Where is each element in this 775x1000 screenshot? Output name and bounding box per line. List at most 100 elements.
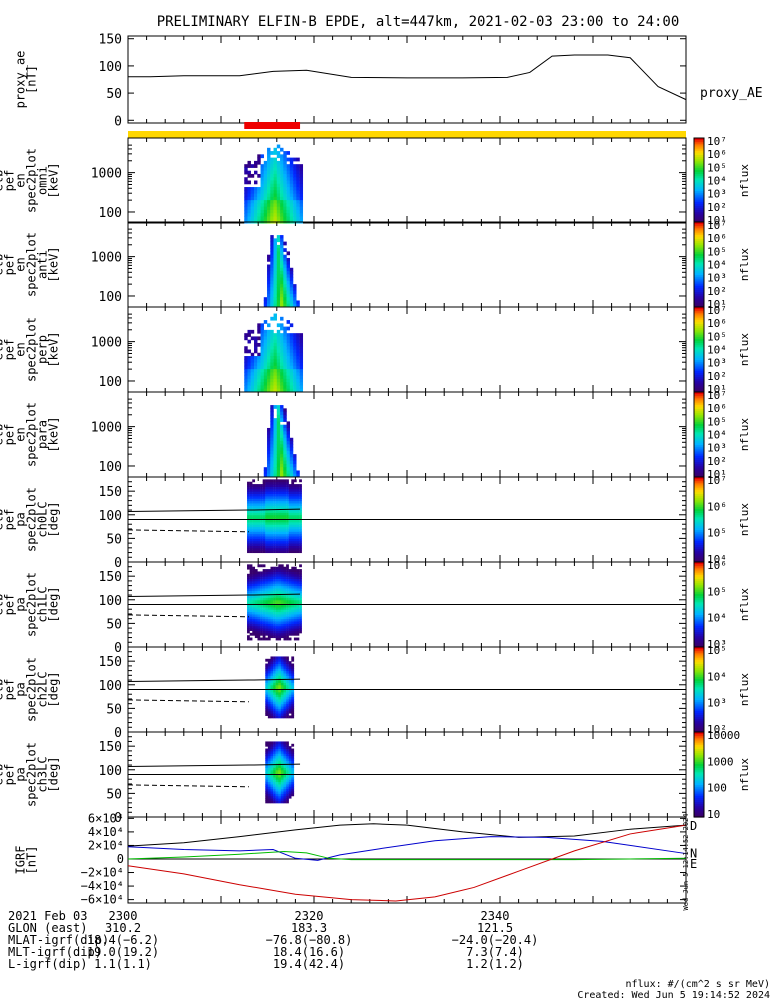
colorbar-segment [694, 404, 704, 408]
spectrogram-cell [280, 505, 284, 509]
spectrogram-cell [254, 587, 258, 591]
spectrogram-cell [273, 287, 277, 292]
spectrogram-cell [283, 772, 287, 775]
spectrogram-cell [267, 682, 271, 686]
spectrogram-cell [262, 606, 266, 610]
spectrogram-cell [280, 271, 284, 275]
spectrogram-cell [293, 632, 297, 636]
spectrogram-cell [280, 571, 284, 575]
spectrogram-cell [270, 566, 274, 570]
spectrogram-cell [280, 689, 284, 693]
spectrogram-cell [299, 599, 302, 603]
spectrogram-cell [262, 595, 266, 598]
spectrogram-cell [299, 369, 304, 373]
spectrogram-cell [270, 251, 274, 256]
spectrogram-cell [257, 157, 261, 162]
spectrogram-cell [280, 597, 284, 601]
spectrogram-cell [252, 566, 256, 570]
spectrogram-cell [260, 583, 263, 587]
spectrogram-cell [273, 248, 277, 252]
spectrogram-cell [254, 550, 258, 554]
spectrogram-cell [288, 587, 292, 591]
spectrogram-cell [257, 495, 261, 499]
spectrogram-cell [257, 521, 261, 525]
spectrogram-cell [278, 682, 282, 686]
spectrogram-cell [262, 547, 266, 551]
spectrogram-cell [291, 502, 295, 506]
spectrogram-cell [291, 713, 295, 716]
spectrogram-cell [289, 323, 294, 328]
colorbar-segment [694, 589, 704, 593]
spectrogram-cell [254, 486, 258, 490]
spectrogram-cell [296, 533, 300, 537]
spectrogram-cell [280, 580, 284, 584]
spectrogram-cell [262, 628, 266, 631]
spectrogram-cell [260, 491, 263, 495]
spectrogram-cell [260, 362, 264, 367]
colorbar-segment [694, 763, 704, 767]
spectrogram-cell [288, 689, 292, 693]
spectrogram-cell [293, 637, 297, 641]
spectrogram-cell [293, 550, 297, 554]
spectrogram-cell [286, 783, 289, 787]
spectrogram-cell [270, 547, 274, 551]
spectrogram-cell [283, 760, 287, 764]
spectrogram-cell [267, 675, 271, 679]
spectrogram-cell [291, 498, 295, 502]
spectrogram-cell [283, 609, 287, 613]
spectrogram-cell [280, 668, 284, 672]
spectrogram-cell [249, 632, 253, 636]
colorbar-tick-label: 10⁵ [707, 330, 727, 343]
spectrogram-cell [291, 689, 295, 693]
colorbar-segment [694, 317, 704, 321]
spectrogram-cell [262, 526, 266, 530]
spectrogram-cell [249, 510, 253, 513]
spectrogram-cell [280, 369, 284, 373]
spectrogram-cell [291, 663, 295, 667]
spectrogram-cell [270, 708, 274, 712]
spectrogram-cell [267, 611, 271, 615]
spectrogram-cell [293, 495, 297, 499]
colorbar-segment [694, 536, 704, 540]
spectrogram-cell [273, 313, 277, 318]
spectrogram-cell [293, 580, 297, 584]
spectrogram-cell [263, 183, 268, 188]
spectrogram-cell [299, 616, 302, 620]
spectrogram-cell [291, 505, 295, 509]
spectrogram-cell [257, 578, 261, 582]
spectrogram-cell [283, 573, 287, 577]
spectrogram-cell [293, 613, 297, 617]
colorbar-tick-label: 10⁴ [707, 175, 727, 188]
y-axis-label: perp [36, 335, 50, 364]
spectrogram-cell [299, 190, 304, 195]
spectrogram-cell [278, 750, 282, 754]
spectrogram-cell [280, 512, 284, 516]
spectrogram-cell [270, 418, 274, 422]
spectrogram-cell [262, 580, 266, 584]
spectrogram-cell [280, 280, 284, 285]
spectrogram-cell [286, 767, 289, 771]
spectrogram-cell [288, 769, 292, 773]
spectrogram-cell [289, 190, 294, 195]
spectrogram-cell [263, 372, 268, 377]
spectrogram-cell [275, 613, 279, 617]
spectrogram-cell [286, 484, 289, 487]
spectrogram-cell [299, 216, 304, 221]
spectrogram-cell [293, 460, 297, 465]
spectrogram-cell [267, 183, 271, 188]
spectrogram-cell [283, 500, 287, 504]
spectrogram-cell [293, 510, 297, 513]
spectrogram-cell [254, 526, 258, 530]
colorbar-segment [694, 746, 704, 750]
spectrogram-cell [283, 473, 287, 478]
spectrogram-cell [273, 173, 277, 178]
spectrogram-cell [278, 519, 282, 523]
spectrogram-cell [257, 352, 261, 357]
spectrogram-cell [262, 495, 266, 499]
colorbar-segment [694, 218, 704, 222]
spectrogram-cell [286, 170, 291, 175]
spectrogram-cell [249, 524, 253, 528]
colorbar-segment [694, 647, 704, 650]
spectrogram-cell [265, 507, 269, 511]
spectrogram-cell [257, 573, 261, 577]
